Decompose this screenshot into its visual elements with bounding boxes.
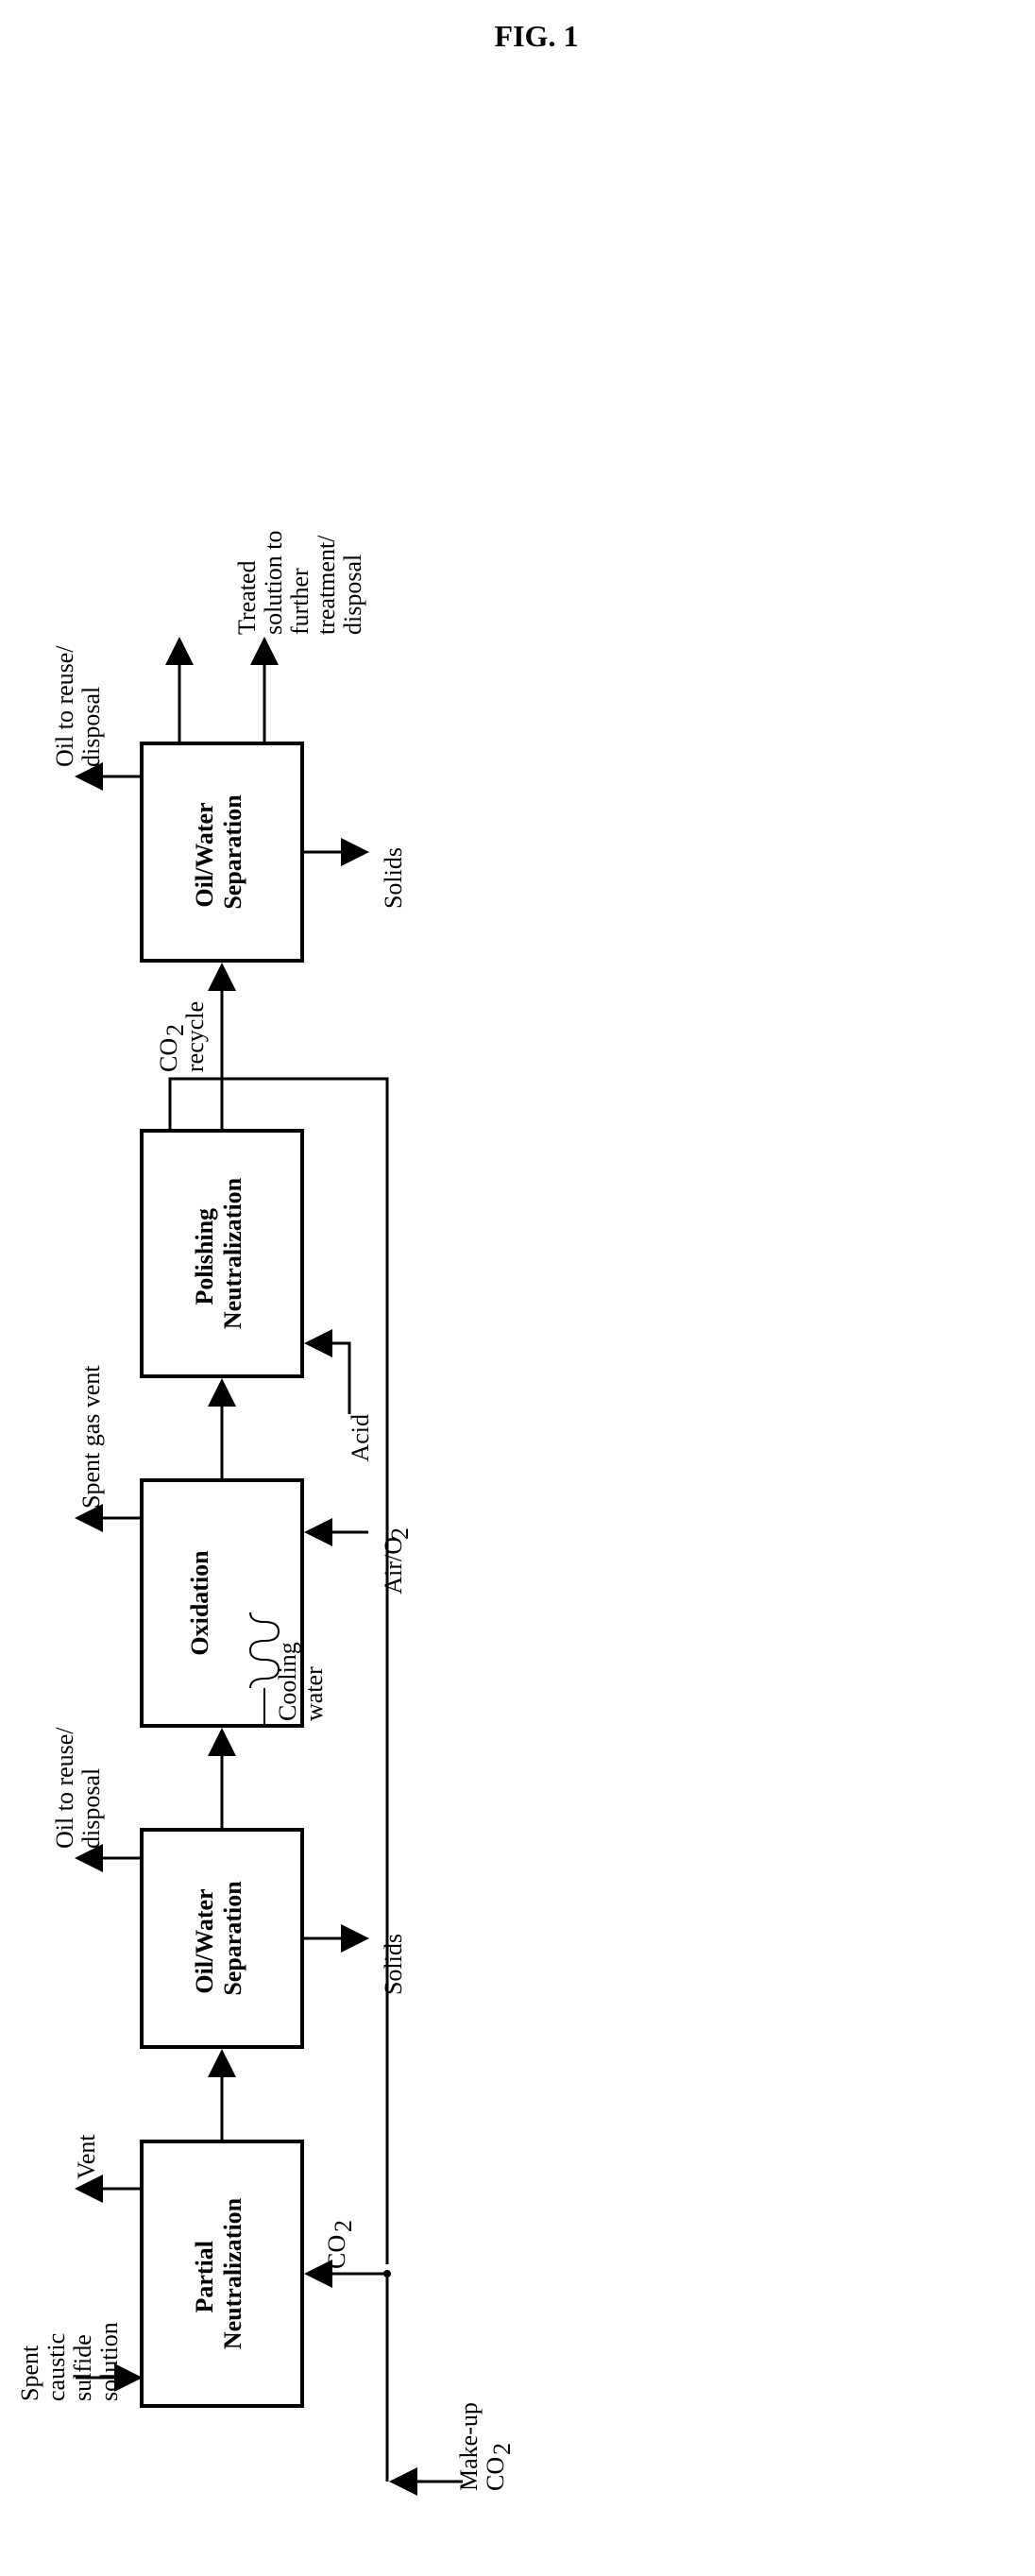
solids-1-label: Solids: [380, 1934, 407, 1995]
spent-caustic-label: Spent caustic sulfide solution: [19, 2322, 123, 2401]
oil-water-sep-2-label: Oil/Water Separation: [191, 794, 246, 910]
vent-label: Vent: [73, 2134, 100, 2179]
arrow-co2-in: [307, 2274, 387, 2482]
acid-label: Acid: [347, 1414, 374, 1462]
makeup-co2-sub-label: 2: [488, 2443, 516, 2455]
oxidation-label: Oxidation: [186, 1550, 213, 1656]
spent-gas-label: Spent gas vent: [77, 1365, 105, 1509]
co2-label: CO: [323, 2235, 350, 2269]
oil-reuse-1-label: Oil to reuse/ disposal: [51, 1721, 105, 1849]
co2-recycle-sub-label: 2: [161, 1024, 189, 1036]
air-o2-sub-label: 2: [386, 1527, 414, 1540]
solids-2-label: Solids: [380, 847, 407, 909]
flowchart-diagram: Partial Neutralization Oil/Water Separat…: [19, 63, 1016, 2557]
oil-reuse-2-label: Oil to reuse/ disposal: [51, 640, 105, 767]
co2-sub-label: 2: [330, 2220, 357, 2232]
co2-junction-icon: [383, 2270, 391, 2277]
oil-water-sep-1-label: Oil/Water Separation: [191, 1881, 246, 1996]
air-o2-label: Air/O: [380, 1537, 407, 1595]
cooling-water-label: Cooling water: [274, 1636, 328, 1721]
treated-label: Treated solution to further treatment/ d…: [233, 524, 366, 635]
arrow-acid-in: [307, 1343, 349, 1414]
figure-title: FIG. 1: [19, 19, 1035, 54]
